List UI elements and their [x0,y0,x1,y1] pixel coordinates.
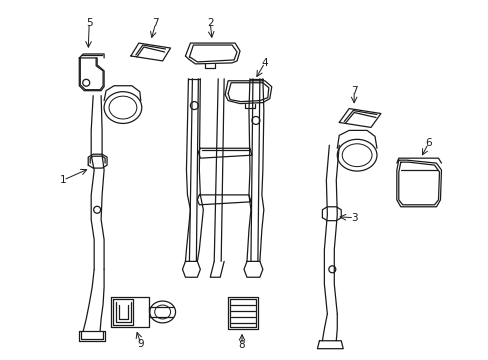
Text: 3: 3 [350,213,357,223]
Text: 9: 9 [137,339,144,349]
Text: 7: 7 [152,18,159,28]
Text: 1: 1 [60,175,66,185]
Text: 4: 4 [261,58,267,68]
Text: 5: 5 [86,18,92,28]
Text: 8: 8 [238,340,245,350]
Text: 6: 6 [425,138,431,148]
Text: 7: 7 [350,86,357,96]
Text: 2: 2 [206,18,213,28]
